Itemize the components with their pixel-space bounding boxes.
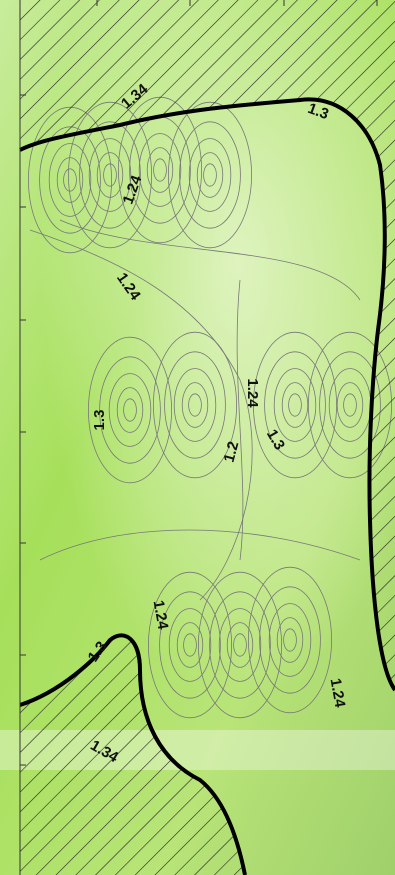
- contour-line: [123, 398, 137, 422]
- contour-line: [283, 628, 297, 652]
- hatched-region: [20, 635, 245, 875]
- contour-line: [146, 147, 174, 193]
- contour-line: [218, 608, 262, 682]
- contour-label: 1.2: [221, 440, 243, 465]
- contour-label: 1.3: [91, 410, 108, 431]
- contour-line: [39, 529, 361, 561]
- contour-label: 1.3: [305, 100, 330, 123]
- contour-line: [179, 121, 241, 229]
- contour-line: [259, 586, 321, 694]
- contour-line: [176, 622, 204, 668]
- contour-line: [181, 382, 209, 428]
- contour-line: [96, 152, 124, 198]
- contour-line: [268, 603, 312, 677]
- contour-line: [209, 591, 271, 699]
- contour-line: [343, 393, 357, 417]
- contour-line: [203, 163, 217, 187]
- contour-line: [183, 633, 197, 657]
- contour-line: [59, 219, 361, 301]
- contour-line: [168, 608, 212, 682]
- contour-label: 1.24: [244, 378, 261, 408]
- contour-line: [63, 168, 77, 192]
- contour-line: [173, 368, 217, 442]
- contour-line: [188, 393, 202, 417]
- contour-label: 1.24: [150, 599, 172, 631]
- contour-line: [196, 152, 224, 198]
- contour-line: [164, 351, 226, 459]
- contour-line: [288, 393, 302, 417]
- contour-line: [88, 336, 172, 484]
- contour-line: [138, 133, 182, 207]
- contour-line: [159, 591, 221, 699]
- contour-line: [103, 163, 117, 187]
- contour-line: [233, 633, 247, 657]
- contour-line: [188, 138, 232, 212]
- boundary-line: [19, 97, 395, 692]
- contour-line: [48, 143, 92, 217]
- contour-line: [147, 571, 232, 719]
- contour-line: [247, 566, 332, 714]
- contour-line: [197, 571, 282, 719]
- contour-line: [29, 229, 253, 601]
- contour-line: [108, 373, 152, 447]
- contour-line: [236, 279, 244, 561]
- contour-line: [56, 157, 84, 203]
- boundary-line: [19, 633, 247, 875]
- contour-line: [252, 331, 337, 479]
- contour-line: [276, 617, 304, 663]
- contour-line: [264, 351, 326, 459]
- contour-line: [99, 356, 161, 464]
- contour-line: [152, 331, 237, 479]
- hatched-region: [20, 0, 395, 690]
- contour-line: [273, 368, 317, 442]
- contour-line: [226, 622, 254, 668]
- contour-line: [281, 382, 309, 428]
- contour-line: [153, 158, 167, 182]
- axis-ticks: [19, 0, 378, 875]
- contour-line: [336, 382, 364, 428]
- contour-line: [116, 387, 144, 433]
- contour-label: 1.24: [327, 677, 349, 709]
- contour-line: [88, 138, 132, 212]
